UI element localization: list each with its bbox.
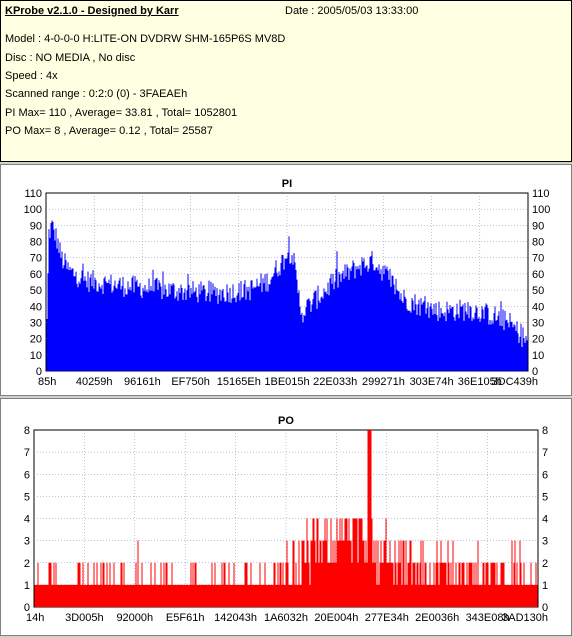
scanned-range: Scanned range : 0:2:0 (0) - 3FAEAEh [5,88,188,100]
x-tick-label: 1BE015h [264,376,309,388]
x-tick-label: 36E105h [458,376,502,388]
pi-chart-panel: PI 0 0 10 10 20 20 30 30 40 40 50 50 60 60 70 70 80 80 90 90… [0,164,572,396]
y-tick-label-left: 50 [30,285,42,297]
drive-model: Model : 4-0-0-0 H:LITE-ON DVDRW SHM-165P… [5,33,286,45]
y-tick-label-right: 40 [532,301,544,313]
y-tick-label-right: 3 [542,536,548,548]
y-tick-label-left: 60 [30,269,42,281]
y-tick-label-left: 20 [30,334,42,346]
y-tick-label-right: 8 [542,425,548,437]
y-tick-label-right: 110 [532,188,550,200]
x-tick-label: 92000h [116,612,153,624]
x-tick-label: 2E0036h [415,612,459,624]
x-tick-label: E5F61h [166,612,205,624]
x-tick-label: 299271h [362,376,405,388]
x-tick-label: 3DC439h [492,376,538,388]
x-tick-label: 1A6032h [264,612,308,624]
y-tick-label-right: 4 [542,514,548,526]
y-tick-label-right: 30 [532,317,544,329]
info-header: KProbe v2.1.0 - Designed by Karr Date : … [0,0,572,162]
y-tick-label-left: 0 [36,366,42,378]
x-tick-label: 22E033h [313,376,357,388]
y-tick-label-left: 0 [24,602,30,614]
y-tick-label-right: 10 [532,350,544,362]
y-tick-label-left: 110 [24,188,42,200]
x-tick-label: EF750h [171,376,210,388]
y-tick-label-left: 8 [24,425,30,437]
x-tick-label: 20E004h [314,612,358,624]
data-series [46,220,528,371]
y-tick-label-left: 30 [30,317,42,329]
po-summary: PO Max= 8 , Average= 0.12 , Total= 25587 [5,125,213,137]
y-tick-label-left: 7 [24,447,30,459]
y-tick-label-right: 80 [532,237,544,249]
y-tick-label-left: 6 [24,469,30,481]
scan-date: Date : 2005/05/03 13:33:00 [285,5,419,17]
y-tick-label-left: 10 [30,350,42,362]
pi-chart: PI 0 0 10 10 20 20 30 30 40 40 50 50 60 60 70 70 80 80 90 90… [24,178,551,388]
y-tick-label-right: 50 [532,285,544,297]
y-tick-label-right: 100 [532,204,550,216]
scan-speed: Speed : 4x [5,70,58,82]
y-tick-label-right: 1 [542,580,548,592]
x-tick-label: 343E08h [466,612,510,624]
y-tick-label-right: 6 [542,469,548,481]
y-tick-label-left: 40 [30,301,42,313]
y-tick-label-right: 60 [532,269,544,281]
app-title: KProbe v2.1.0 - Designed by Karr [5,5,179,17]
x-tick-label: 303E74h [410,376,454,388]
x-tick-label: 40259h [76,376,113,388]
y-tick-label-right: 90 [532,220,544,232]
y-tick-label-right: 0 [542,602,548,614]
x-tick-label: 14h [26,612,44,624]
y-tick-label-left: 100 [24,204,42,216]
x-tick-label: 277E34h [365,612,409,624]
y-tick-label-right: 7 [542,447,548,459]
chart-title: PI [282,178,292,190]
pi-summary: PI Max= 110 , Average= 33.81 , Total= 10… [5,107,238,119]
y-tick-label-left: 70 [30,253,42,265]
po-chart-panel: PO 0 0 1 1 2 2 3 3 4 4 5 5 6 6 7 7 8 8 14h 3D005h 92000h E5F61… [0,398,572,636]
x-tick-label: 3AD130h [502,612,548,624]
chart-title: PO [278,415,294,427]
data-series [34,430,538,607]
disc-info: Disc : NO MEDIA , No disc [5,52,136,64]
y-tick-label-right: 5 [542,491,548,503]
y-tick-label-left: 90 [30,220,42,232]
y-tick-label-left: 3 [24,536,30,548]
x-tick-label: 85h [38,376,56,388]
y-tick-label-left: 2 [24,558,30,570]
x-tick-label: 142043h [214,612,257,624]
y-tick-label-right: 2 [542,558,548,570]
y-tick-label-left: 4 [24,514,30,526]
y-tick-label-left: 80 [30,237,42,249]
x-tick-label: 15165Eh [217,376,261,388]
y-tick-label-left: 5 [24,491,30,503]
po-chart: PO 0 0 1 1 2 2 3 3 4 4 5 5 6 6 7 7 8 8 14h 3D005h 92000h E5F61… [24,415,548,624]
x-tick-label: 96161h [124,376,161,388]
y-tick-label-right: 70 [532,253,544,265]
y-tick-label-right: 20 [532,334,544,346]
x-tick-label: 3D005h [65,612,104,624]
y-tick-label-left: 1 [24,580,30,592]
y-tick-label-right: 0 [532,366,538,378]
